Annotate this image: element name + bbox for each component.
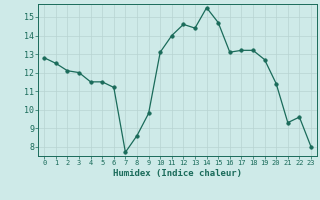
X-axis label: Humidex (Indice chaleur): Humidex (Indice chaleur)	[113, 169, 242, 178]
